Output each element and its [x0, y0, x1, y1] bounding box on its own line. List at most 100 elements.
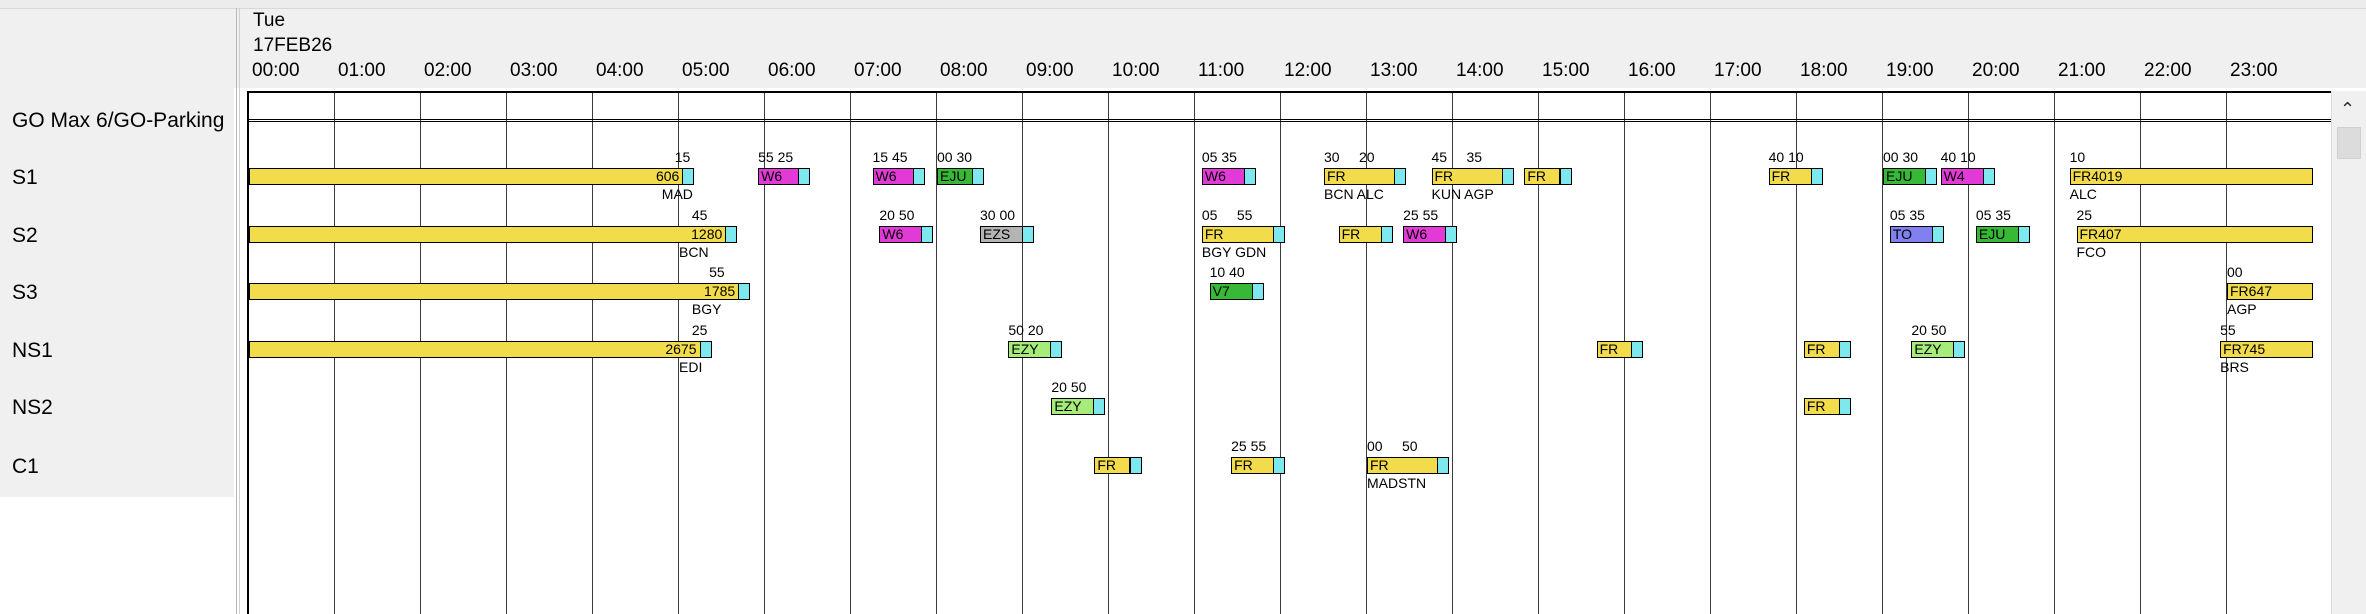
turnaround-tail[interactable] — [912, 167, 925, 185]
resource-label: NS2 — [12, 396, 53, 419]
turnaround-tail[interactable] — [1380, 225, 1393, 243]
allocation-bar[interactable]: 1280 — [249, 225, 727, 243]
allocation-bar[interactable]: FR — [1367, 456, 1439, 474]
allocation-bar[interactable]: FR — [1803, 397, 1840, 415]
time-annotation: 55 — [709, 264, 725, 280]
allocation-bar[interactable]: FR — [1338, 225, 1382, 243]
time-annotation: 15 — [674, 149, 691, 165]
allocation-bar[interactable]: EZY — [1008, 340, 1052, 358]
time-annotation: 40 10 — [1768, 149, 1804, 165]
turnaround-tail[interactable] — [1630, 340, 1643, 358]
turnaround-tail[interactable] — [1839, 340, 1851, 358]
column-divider[interactable] — [236, 8, 237, 614]
allocation-bar[interactable]: FR — [1768, 167, 1812, 185]
allocation-bar[interactable]: FR — [1231, 456, 1275, 474]
allocation-bar[interactable]: 1785 — [249, 282, 740, 300]
allocation-bar[interactable]: FR — [1596, 340, 1632, 358]
turnaround-tail[interactable] — [1273, 456, 1286, 474]
allocation-bar[interactable]: W6 — [879, 225, 923, 243]
allocation-bar[interactable]: FR — [1201, 225, 1275, 243]
time-annotation: 30 20 — [1324, 149, 1375, 165]
turnaround-tail[interactable] — [2017, 225, 2030, 243]
allocation-bar[interactable]: FR — [1324, 167, 1396, 185]
allocation-bar[interactable]: W4 — [1940, 167, 1984, 185]
time-annotation: 40 10 — [1940, 149, 1976, 165]
allocation-bar[interactable]: FR — [1803, 340, 1840, 358]
turnaround-tail[interactable] — [725, 225, 738, 243]
allocation-bar[interactable]: FR745 — [2220, 340, 2313, 358]
timeline-header — [0, 0, 2366, 88]
turnaround-tail[interactable] — [798, 167, 811, 185]
turnaround-tail[interactable] — [1982, 167, 1995, 185]
time-annotation: 20 50 — [879, 207, 915, 223]
turnaround-tail[interactable] — [1251, 282, 1264, 300]
allocation-bar[interactable]: FR4019 — [2069, 167, 2313, 185]
scroll-thumb[interactable] — [2337, 127, 2361, 159]
allocation-bar[interactable]: FR647 — [2227, 282, 2313, 300]
turnaround-tail[interactable] — [1050, 340, 1063, 358]
turnaround-tail[interactable] — [1129, 456, 1142, 474]
turnaround-tail[interactable] — [1093, 397, 1106, 415]
hour-label: 07:00 — [854, 60, 902, 81]
schedule-grid[interactable]: 606 15 MAD W6 55 25 W6 15 45 EJU 00 30 W6 05 35 FR 3… — [247, 91, 2335, 614]
turnaround-tail[interactable] — [1243, 167, 1256, 185]
turnaround-tail[interactable] — [1437, 456, 1450, 474]
station-annotation: FCO — [2076, 244, 2107, 260]
time-annotation: 25 — [691, 322, 708, 338]
allocation-bar[interactable]: FR — [1524, 167, 1561, 185]
turnaround-tail[interactable] — [1501, 167, 1514, 185]
hour-gridline — [1968, 93, 1969, 614]
allocation-bar[interactable]: FR — [1431, 167, 1503, 185]
allocation-bar[interactable]: EJU — [937, 167, 974, 185]
allocation-bar[interactable]: W6 — [872, 167, 914, 185]
allocation-bar[interactable]: W6 — [1403, 225, 1447, 243]
allocation-bar[interactable]: 606 — [249, 167, 684, 185]
resource-label: S1 — [12, 166, 38, 189]
hour-label: 08:00 — [940, 60, 988, 81]
resource-label: C1 — [12, 455, 39, 478]
turnaround-tail[interactable] — [1022, 225, 1034, 243]
allocation-bar[interactable]: EZY — [1051, 397, 1095, 415]
station-annotation: MAD — [661, 186, 693, 202]
station-annotation: MADSTN — [1367, 475, 1427, 491]
allocation-bar[interactable]: EZY — [1911, 340, 1955, 358]
time-annotation: 25 55 — [1231, 438, 1267, 454]
column-divider-shadow — [239, 8, 240, 614]
allocation-bar[interactable]: EJU — [1975, 225, 2019, 243]
time-annotation: 10 40 — [1209, 264, 1245, 280]
allocation-bar[interactable]: 2675 — [249, 340, 701, 358]
allocation-bar[interactable]: EJU — [1883, 167, 1926, 185]
time-annotation: 05 35 — [1201, 149, 1237, 165]
allocation-bar[interactable]: W6 — [758, 167, 800, 185]
turnaround-tail[interactable] — [1953, 340, 1966, 358]
allocation-bar[interactable]: V7 — [1209, 282, 1253, 300]
turnaround-tail[interactable] — [1925, 167, 1937, 185]
vertical-scrollbar[interactable]: ⌃ — [2331, 91, 2366, 614]
turnaround-tail[interactable] — [921, 225, 934, 243]
turnaround-tail[interactable] — [1394, 167, 1407, 185]
hour-gridline — [1796, 93, 1797, 614]
allocation-bar[interactable]: FR — [1094, 456, 1131, 474]
resource-label: S2 — [12, 224, 38, 247]
allocation-bar[interactable]: W6 — [1201, 167, 1245, 185]
turnaround-tail[interactable] — [1810, 167, 1823, 185]
hour-label: 16:00 — [1628, 60, 1676, 81]
hour-label: 14:00 — [1456, 60, 1504, 81]
station-annotation: BGY — [691, 301, 722, 317]
scroll-up-icon[interactable]: ⌃ — [2340, 99, 2356, 119]
turnaround-tail[interactable] — [1839, 397, 1851, 415]
allocation-bar[interactable]: FR407 — [2076, 225, 2313, 243]
turnaround-tail[interactable] — [1559, 167, 1572, 185]
turnaround-tail[interactable] — [1931, 225, 1944, 243]
time-annotation: 55 25 — [758, 149, 794, 165]
turnaround-tail[interactable] — [682, 167, 695, 185]
turnaround-tail[interactable] — [699, 340, 712, 358]
time-annotation: 10 — [2069, 149, 2086, 165]
turnaround-tail[interactable] — [1273, 225, 1286, 243]
turnaround-tail[interactable] — [1445, 225, 1458, 243]
turnaround-tail[interactable] — [738, 282, 751, 300]
allocation-bar[interactable]: EZS — [980, 225, 1023, 243]
hour-label: 02:00 — [424, 60, 472, 81]
allocation-bar[interactable]: TO — [1889, 225, 1933, 243]
turnaround-tail[interactable] — [972, 167, 985, 185]
